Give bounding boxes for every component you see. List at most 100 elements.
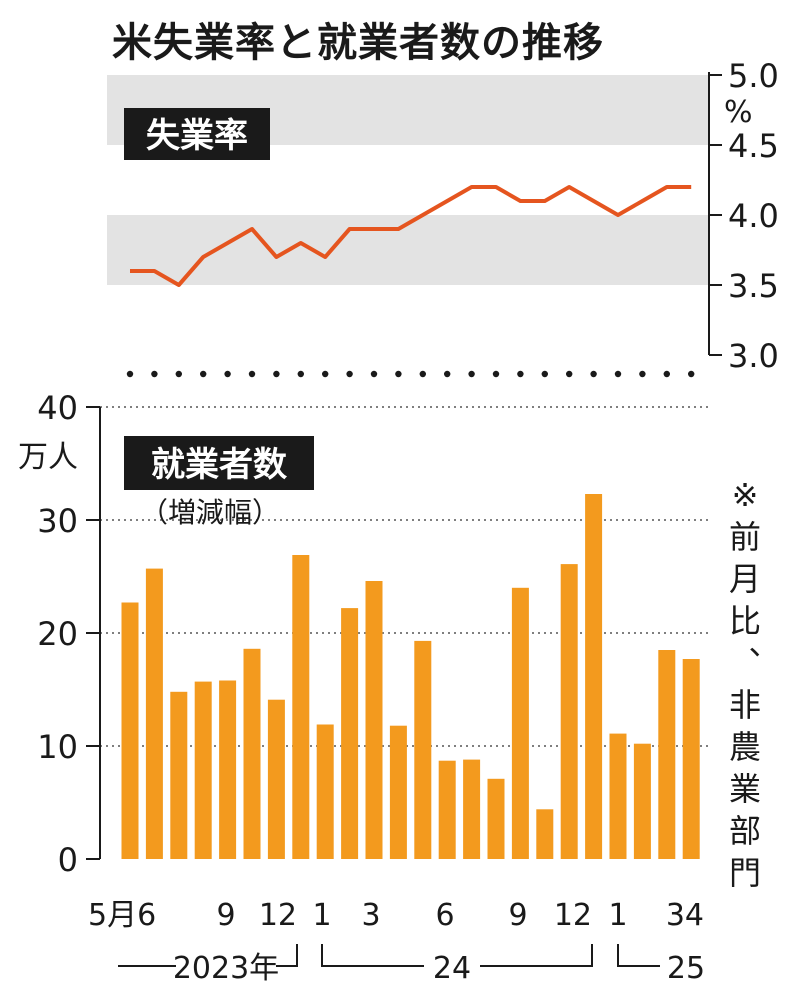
- bar-subtitle: （増減幅）: [140, 496, 280, 529]
- separator-dot-2: [175, 370, 182, 378]
- bar-unit-label: 万人: [18, 440, 78, 475]
- bar-y-ticks: 40 30 20 10 0: [37, 389, 100, 879]
- separator-dot-22: [663, 370, 670, 378]
- bar-tick-label-2: 20: [37, 615, 78, 653]
- bar-2023-09: [219, 680, 237, 859]
- bar-note-char-9: 門: [729, 854, 761, 892]
- separator-dots: [126, 370, 695, 378]
- line-tick-label-0: 5.0: [728, 57, 779, 95]
- x-tick-label-6: 9: [508, 898, 527, 933]
- line-y-ticks: 5.0 4.5 4.0 3.5 3.0: [709, 57, 779, 375]
- x-tick-label-2: 12: [259, 898, 297, 933]
- separator-dot-12: [419, 370, 426, 378]
- separator-dot-11: [395, 370, 402, 378]
- separator-dot-6: [273, 370, 280, 378]
- bars: [121, 494, 700, 859]
- x-tick-label-4: 3: [361, 898, 380, 933]
- separator-dot-15: [492, 370, 500, 378]
- bar-2023-05: [121, 602, 139, 859]
- bar-2023-11: [267, 699, 285, 859]
- separator-dot-4: [224, 370, 231, 378]
- bar-2024-09: [511, 587, 529, 859]
- separator-dot-1: [151, 370, 158, 378]
- bar-2024-10: [536, 809, 554, 859]
- separator-dot-13: [444, 370, 451, 378]
- bar-tick-label-1: 30: [37, 502, 78, 540]
- bar-2025-02: [633, 743, 651, 859]
- separator-dot-3: [200, 370, 207, 378]
- year-bracket-2023-end: [276, 944, 298, 967]
- year-brackets: [118, 944, 660, 967]
- separator-dot-18: [566, 370, 573, 378]
- line-tick-label-4: 3.0: [728, 337, 779, 375]
- bar-2024-04: [389, 725, 407, 859]
- year-label-2: 25: [667, 951, 705, 986]
- bar-2024-05: [414, 640, 432, 859]
- bar-note-char-6: 農: [729, 728, 761, 766]
- separator-dot-21: [639, 370, 646, 378]
- bar-2023-07: [170, 691, 188, 859]
- bar-note-char-8: 部: [729, 812, 761, 850]
- bar-note-char-0: ※: [732, 476, 759, 514]
- separator-dot-23: [688, 370, 695, 378]
- separator-dot-14: [468, 370, 475, 378]
- unemployment-rate-line: [130, 185, 692, 287]
- line-tick-label-3: 3.5: [728, 267, 779, 305]
- bar-2024-12: [585, 494, 603, 859]
- separator-dot-20: [614, 370, 622, 378]
- bar-note-char-5: 非: [729, 686, 761, 724]
- separator-dot-9: [346, 370, 353, 378]
- year-bracket-2024-start: [321, 944, 424, 967]
- bar-2023-12: [292, 555, 310, 859]
- year-labels: 2023年 24 25: [173, 951, 705, 986]
- bar-2024-01: [316, 724, 334, 859]
- bar-2025-03: [658, 650, 676, 859]
- line-tick-label-1: 4.5: [728, 127, 779, 165]
- bar-2024-08: [487, 778, 505, 859]
- line-tick-label-2: 4.0: [728, 197, 779, 235]
- x-tick-label-3: 1: [312, 898, 331, 933]
- bar-2025-04: [682, 659, 700, 859]
- page-title: 米失業率と就業者数の推移: [112, 20, 604, 66]
- bar-note-char-1: 前: [729, 518, 761, 556]
- x-tick-label-7: 12: [554, 898, 592, 933]
- x-tick-labels: 5月6 9 12 1 3 6 9 12 1 34: [88, 898, 704, 933]
- separator-dot-5: [248, 370, 256, 378]
- separator-dot-10: [370, 370, 378, 378]
- bar-note-char-3: 比: [729, 602, 761, 640]
- unemployment-rate-panel: 5.0 4.5 4.0 3.5 3.0 % 失業率: [107, 57, 779, 375]
- separator-dot-7: [297, 370, 304, 378]
- bar-2024-03: [365, 581, 383, 859]
- separator-dot-0: [126, 370, 134, 378]
- bar-tick-label-4: 0: [58, 841, 78, 879]
- x-tick-label-0: 5月6: [88, 898, 156, 933]
- year-label-0: 2023年: [173, 951, 279, 986]
- separator-dot-19: [590, 370, 597, 378]
- year-label-1: 24: [433, 951, 471, 986]
- bar-note-char-2: 月: [729, 560, 761, 598]
- line-title-box: [124, 108, 270, 160]
- separator-dot-16: [517, 370, 524, 378]
- bar-note-char-4: ︑: [729, 644, 761, 682]
- bar-2023-06: [145, 568, 163, 859]
- line-bands: [107, 75, 709, 285]
- bar-tick-label-0: 40: [37, 389, 78, 427]
- x-tick-label-5: 6: [435, 898, 454, 933]
- bar-2023-10: [243, 648, 261, 859]
- bar-2024-06: [438, 760, 456, 859]
- bar-note-char-7: 業: [729, 770, 761, 808]
- x-tick-label-1: 9: [216, 898, 235, 933]
- x-tick-label-9: 34: [666, 898, 704, 933]
- bar-2023-08: [194, 681, 212, 859]
- bar-2024-02: [341, 608, 359, 859]
- bar-2025-01: [609, 733, 627, 859]
- year-bracket-2025-start: [617, 944, 660, 967]
- bar-title-box: [124, 436, 314, 490]
- bar-2024-11: [560, 564, 578, 859]
- bar-title: 就業者数: [151, 445, 287, 485]
- year-bracket-2024-end: [480, 944, 593, 967]
- separator-dot-8: [322, 370, 329, 378]
